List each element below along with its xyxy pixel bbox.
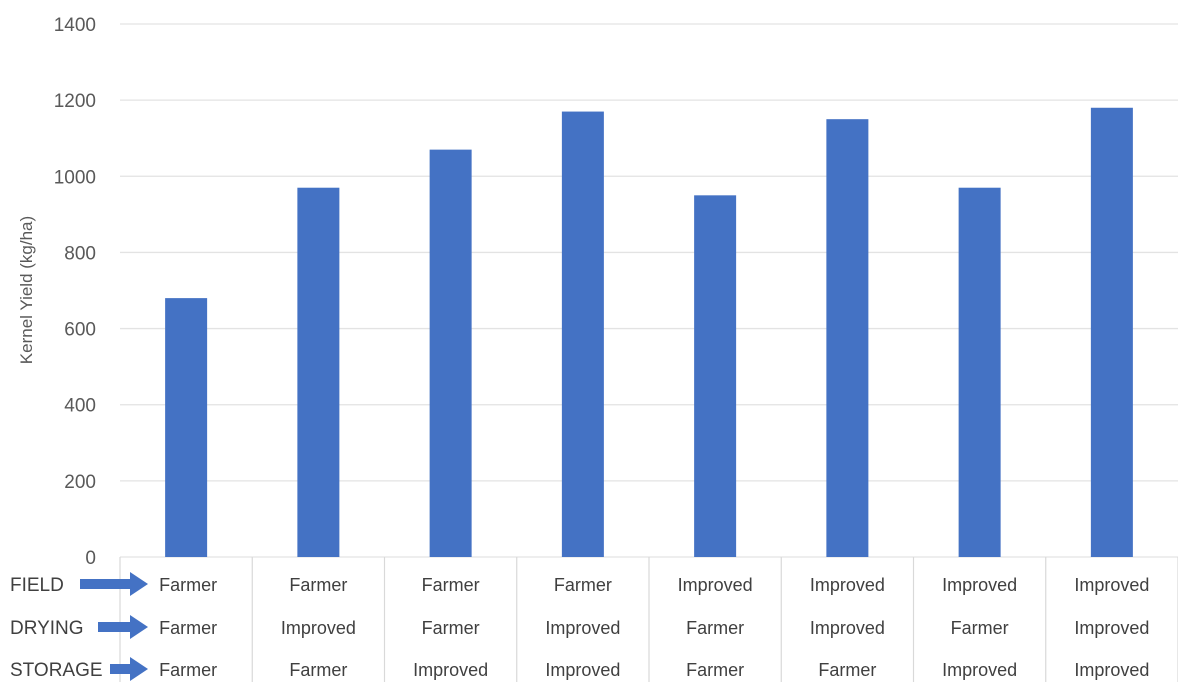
bar (1090, 107, 1133, 557)
arrow-icon (98, 615, 148, 639)
arrow-icon (80, 572, 148, 596)
y-tick-label: 1000 (54, 167, 96, 188)
category-label: Improved (942, 660, 1017, 680)
y-tick-label: 0 (85, 548, 96, 569)
category-label: Farmer (422, 575, 480, 595)
category-label: Farmer (686, 660, 744, 680)
category-label: Farmer (951, 618, 1009, 638)
category-label: Improved (810, 618, 885, 638)
y-tick-label: 600 (64, 320, 96, 341)
gridlines (120, 23, 1178, 558)
category-label: Farmer (818, 660, 876, 680)
bar (694, 195, 737, 558)
category-label: Improved (942, 575, 1017, 595)
category-label: Improved (413, 660, 488, 680)
category-label: Farmer (289, 575, 347, 595)
category-label: Improved (1074, 575, 1149, 595)
y-tick-label: 1200 (54, 91, 96, 112)
category-label: Improved (678, 575, 753, 595)
category-label: Improved (1074, 618, 1149, 638)
arrow-icon (110, 657, 148, 681)
bar (297, 187, 340, 557)
category-label: Farmer (422, 618, 480, 638)
y-tick-label: 800 (64, 243, 96, 264)
category-label: Farmer (289, 660, 347, 680)
y-axis-ticks: 0 200 400 600 800 1000 1200 1400 (54, 15, 96, 569)
bar (561, 111, 604, 558)
row-label: DRYING (10, 618, 84, 639)
category-label: Improved (810, 575, 885, 595)
category-label: Farmer (554, 575, 612, 595)
y-axis-label: Kernel Yield (kg/ha) (17, 216, 36, 364)
bar (165, 298, 208, 557)
row-labels: FIELD DRYING STORAGE (10, 572, 148, 681)
y-tick-label: 200 (64, 472, 96, 493)
category-label: Improved (545, 618, 620, 638)
category-label: Farmer (686, 618, 744, 638)
y-tick-label: 1400 (54, 15, 96, 36)
y-tick-label: 400 (64, 396, 96, 417)
bar (429, 149, 472, 557)
category-label: Farmer (159, 660, 217, 680)
bars (165, 107, 1133, 558)
category-label: Improved (545, 660, 620, 680)
category-label: Farmer (159, 618, 217, 638)
category-label: Improved (1074, 660, 1149, 680)
bar (958, 187, 1001, 557)
bar (826, 119, 869, 557)
category-label: Improved (281, 618, 356, 638)
category-label: Farmer (159, 575, 217, 595)
row-label: FIELD (10, 575, 64, 596)
category-table: Farmer Farmer Farmer Farmer Improved Improved… (119, 557, 1178, 682)
row-label: STORAGE (10, 660, 103, 681)
